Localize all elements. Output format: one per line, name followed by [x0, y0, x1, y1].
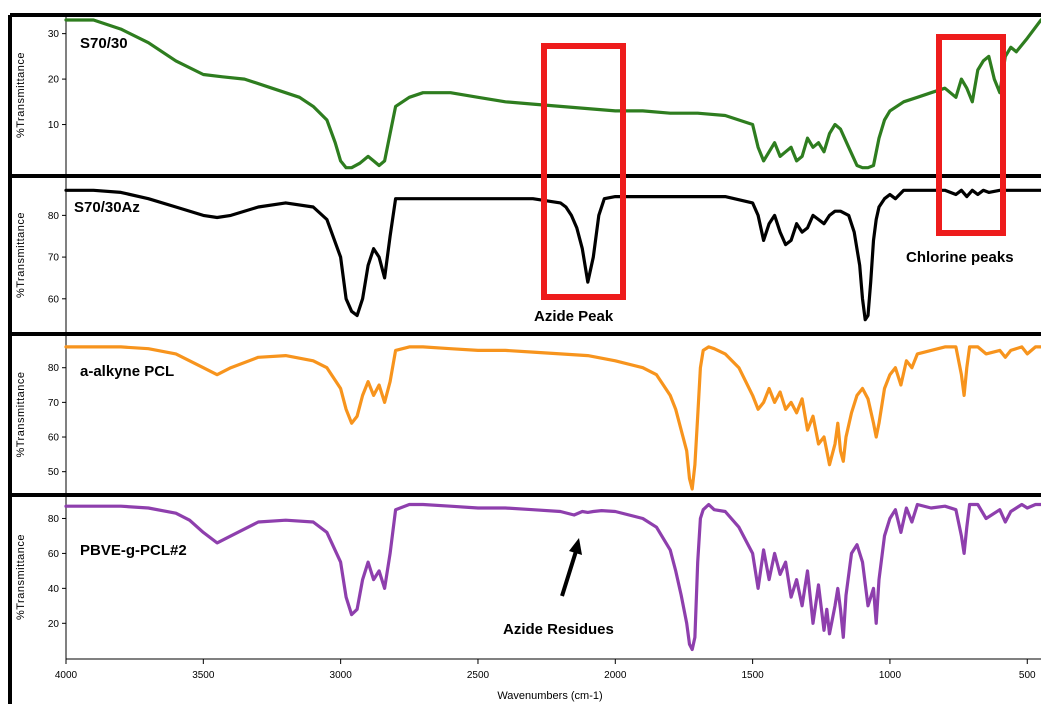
spectrum-line-s70-30az: [64, 188, 1041, 322]
spectrum-line-a-alkyne-pcl: [64, 345, 1041, 491]
series-label-s70-30az: S70/30Az: [74, 199, 140, 216]
chlorine-peaks-annotation: Chlorine peaks: [906, 249, 1014, 266]
y-tick-label: 80: [48, 514, 60, 525]
x-tick-label: 3500: [192, 670, 215, 681]
azide-residues-arrow-shaft: [560, 547, 579, 597]
y-tick-label: 60: [48, 549, 60, 560]
azide-residues-arrow-head: [569, 538, 582, 555]
y-tick-label: 20: [48, 619, 60, 630]
azide-peak-annotation: Azide Peak: [534, 308, 614, 325]
series-label-pbve-g-pcl-2: PBVE-g-PCL#2: [80, 542, 187, 559]
y-tick-label: 60: [48, 294, 60, 305]
y-axis-label-s70-30az: %Transmittance: [15, 212, 27, 298]
y-tick-label: 30: [48, 29, 60, 40]
panel-s70-30az: 60 70 80 %Transmittance S70/30Az: [15, 176, 1041, 334]
x-tick-label: 4000: [55, 670, 78, 681]
x-tick-label: 2500: [467, 670, 490, 681]
panel-a-alkyne-pcl: 50 60 70 80 %Transmittance a-alkyne PCL: [15, 334, 1041, 495]
y-axis-label-s70-30: %Transmittance: [15, 52, 27, 138]
y-tick-label: 80: [48, 363, 60, 374]
x-tick-label: 500: [1019, 670, 1036, 681]
x-tick-label: 3000: [330, 670, 353, 681]
azide-residues-annotation: Azide Residues: [503, 621, 614, 638]
y-tick-label: 50: [48, 467, 60, 478]
y-axis-label-a-alkyne-pcl: %Transmittance: [15, 371, 27, 457]
x-tick-label: 1000: [879, 670, 902, 681]
y-tick-label: 40: [48, 584, 60, 595]
y-tick-label: 10: [48, 120, 60, 131]
y-tick-label: 70: [48, 253, 60, 264]
series-label-s70-30: S70/30: [80, 35, 128, 52]
panel-frames: [8, 13, 1041, 704]
y-tick-label: 80: [48, 211, 60, 222]
panel-pbve-g-pcl-2: 20 40 60 80 %Transmittance PBVE-g-PCL#2: [15, 495, 1041, 659]
spectrum-line-s70-30: [64, 18, 1041, 170]
x-tick-label: 1500: [741, 670, 764, 681]
spectrum-line-pbve-g-pcl-2: [64, 502, 1041, 652]
y-axis-label-pbve-g-pcl-2: %Transmittance: [15, 534, 27, 620]
annotation-overlays: Azide Peak Chlorine peaks Azide Residues: [503, 34, 1014, 638]
azide-peak-highlight-box: [541, 43, 626, 300]
x-tick-label: 2000: [604, 670, 627, 681]
panel-s70-30: 10 20 30 %Transmittance S70/30: [15, 14, 1041, 176]
panels-group: 10 20 30 %Transmittance S70/30 60 70 80 %Transmi…: [8, 13, 1041, 704]
y-tick-label: 70: [48, 398, 60, 409]
chlorine-peaks-highlight-box: [936, 34, 1006, 236]
series-label-a-alkyne-pcl: a-alkyne PCL: [80, 363, 174, 380]
x-axis: 4000 3500 3000 2500 2000 1500 1000 500: [55, 658, 1041, 681]
x-axis-label: Wavenumbers (cm-1): [497, 690, 602, 702]
y-tick-label: 20: [48, 75, 60, 86]
y-tick-label: 60: [48, 433, 60, 444]
